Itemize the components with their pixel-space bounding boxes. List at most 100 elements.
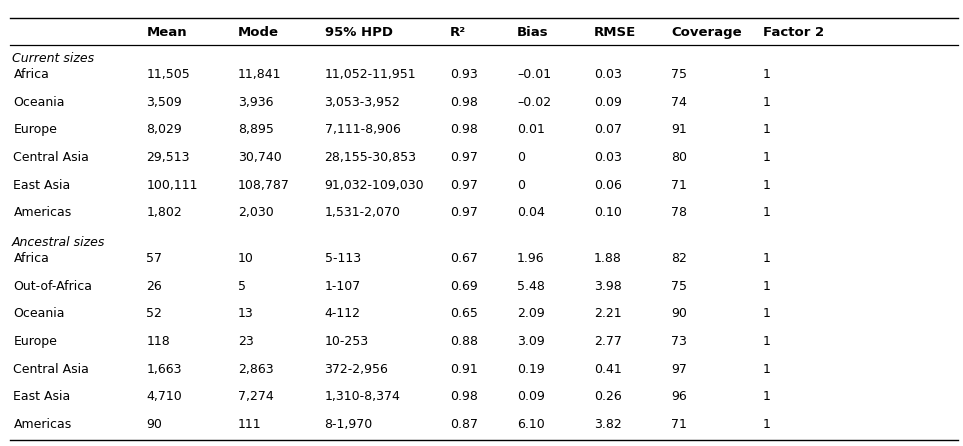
- Text: 1,310-8,374: 1,310-8,374: [325, 390, 401, 404]
- Text: 118: 118: [146, 335, 170, 348]
- Text: 80: 80: [671, 151, 688, 164]
- Text: Americas: Americas: [13, 206, 71, 219]
- Text: Central Asia: Central Asia: [13, 363, 90, 376]
- Text: 57: 57: [146, 252, 163, 265]
- Text: 1: 1: [763, 390, 770, 404]
- Text: 0.03: 0.03: [594, 151, 622, 164]
- Text: 1.96: 1.96: [517, 252, 545, 265]
- Text: 0.97: 0.97: [450, 206, 478, 219]
- Text: 0.93: 0.93: [450, 68, 478, 81]
- Text: Central Asia: Central Asia: [13, 151, 90, 164]
- Text: 75: 75: [671, 280, 688, 293]
- Text: 0.10: 0.10: [594, 206, 622, 219]
- Text: 108,787: 108,787: [238, 179, 290, 192]
- Text: Europe: Europe: [13, 335, 58, 348]
- Text: 71: 71: [671, 418, 687, 431]
- Text: 1: 1: [763, 96, 770, 109]
- Text: 1: 1: [763, 418, 770, 431]
- Text: 0.97: 0.97: [450, 179, 478, 192]
- Text: 0.26: 0.26: [594, 390, 622, 404]
- Text: 73: 73: [671, 335, 687, 348]
- Text: 4,710: 4,710: [146, 390, 182, 404]
- Text: 5: 5: [238, 280, 246, 293]
- Text: –0.01: –0.01: [517, 68, 551, 81]
- Text: 91,032-109,030: 91,032-109,030: [325, 179, 424, 192]
- Text: 3,936: 3,936: [238, 96, 273, 109]
- Text: 10-253: 10-253: [325, 335, 369, 348]
- Text: 91: 91: [671, 124, 687, 136]
- Text: 2,030: 2,030: [238, 206, 273, 219]
- Text: East Asia: East Asia: [13, 179, 70, 192]
- Text: 5.48: 5.48: [517, 280, 545, 293]
- Text: 90: 90: [671, 307, 687, 321]
- Text: 5-113: 5-113: [325, 252, 361, 265]
- Text: 0.09: 0.09: [594, 96, 622, 109]
- Text: 0.69: 0.69: [450, 280, 478, 293]
- Text: 96: 96: [671, 390, 687, 404]
- Text: 2.77: 2.77: [594, 335, 622, 348]
- Text: 372-2,956: 372-2,956: [325, 363, 388, 376]
- Text: 111: 111: [238, 418, 262, 431]
- Text: 0.09: 0.09: [517, 390, 545, 404]
- Text: 13: 13: [238, 307, 253, 321]
- Text: 10: 10: [238, 252, 253, 265]
- Text: 0.65: 0.65: [450, 307, 478, 321]
- Text: 7,111-8,906: 7,111-8,906: [325, 124, 401, 136]
- Text: 3.82: 3.82: [594, 418, 622, 431]
- Text: 29,513: 29,513: [146, 151, 190, 164]
- Text: Mode: Mode: [238, 26, 279, 39]
- Text: 1: 1: [763, 280, 770, 293]
- Text: 0.19: 0.19: [517, 363, 545, 376]
- Text: 1: 1: [763, 252, 770, 265]
- Text: 90: 90: [146, 418, 162, 431]
- Text: 23: 23: [238, 335, 253, 348]
- Text: 74: 74: [671, 96, 687, 109]
- Text: 30,740: 30,740: [238, 151, 281, 164]
- Text: 0.87: 0.87: [450, 418, 478, 431]
- Text: 3.09: 3.09: [517, 335, 545, 348]
- Text: 0.98: 0.98: [450, 124, 478, 136]
- Text: R²: R²: [450, 26, 466, 39]
- Text: Coverage: Coverage: [671, 26, 742, 39]
- Text: 1: 1: [763, 68, 770, 81]
- Text: 95% HPD: 95% HPD: [325, 26, 393, 39]
- Text: 0.41: 0.41: [594, 363, 622, 376]
- Text: 0.01: 0.01: [517, 124, 545, 136]
- Text: 1: 1: [763, 206, 770, 219]
- Text: 0.04: 0.04: [517, 206, 545, 219]
- Text: 0.07: 0.07: [594, 124, 622, 136]
- Text: 0.98: 0.98: [450, 390, 478, 404]
- Text: 8,895: 8,895: [238, 124, 273, 136]
- Text: Oceania: Oceania: [13, 307, 65, 321]
- Text: 3,053-3,952: 3,053-3,952: [325, 96, 401, 109]
- Text: Africa: Africa: [13, 68, 49, 81]
- Text: 1: 1: [763, 124, 770, 136]
- Text: 1: 1: [763, 335, 770, 348]
- Text: 11,841: 11,841: [238, 68, 281, 81]
- Text: 0.67: 0.67: [450, 252, 478, 265]
- Text: 28,155-30,853: 28,155-30,853: [325, 151, 417, 164]
- Text: Bias: Bias: [517, 26, 549, 39]
- Text: 0.97: 0.97: [450, 151, 478, 164]
- Text: 2.09: 2.09: [517, 307, 545, 321]
- Text: 11,052-11,951: 11,052-11,951: [325, 68, 416, 81]
- Text: 0: 0: [517, 151, 525, 164]
- Text: 3,509: 3,509: [146, 96, 182, 109]
- Text: 2.21: 2.21: [594, 307, 622, 321]
- Text: 1.88: 1.88: [594, 252, 622, 265]
- Text: 52: 52: [146, 307, 162, 321]
- Text: 0.98: 0.98: [450, 96, 478, 109]
- Text: Factor 2: Factor 2: [763, 26, 823, 39]
- Text: Oceania: Oceania: [13, 96, 65, 109]
- Text: East Asia: East Asia: [13, 390, 70, 404]
- Text: 26: 26: [146, 280, 162, 293]
- Text: –0.02: –0.02: [517, 96, 551, 109]
- Text: 100,111: 100,111: [146, 179, 197, 192]
- Text: 1,663: 1,663: [146, 363, 182, 376]
- Text: 1-107: 1-107: [325, 280, 361, 293]
- Text: 11,505: 11,505: [146, 68, 190, 81]
- Text: Ancestral sizes: Ancestral sizes: [12, 236, 105, 249]
- Text: Mean: Mean: [146, 26, 187, 39]
- Text: 75: 75: [671, 68, 688, 81]
- Text: 0.03: 0.03: [594, 68, 622, 81]
